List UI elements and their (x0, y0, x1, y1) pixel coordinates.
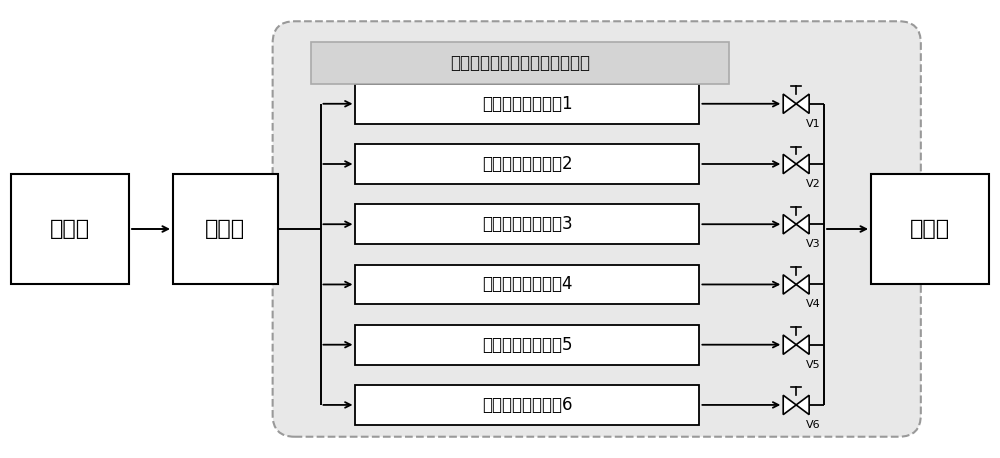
Polygon shape (783, 214, 796, 234)
Polygon shape (783, 335, 796, 354)
Polygon shape (783, 154, 796, 174)
Bar (11, 174, 129, 284)
Bar (355, 325, 699, 365)
Text: V3: V3 (806, 239, 820, 249)
Polygon shape (796, 214, 809, 234)
Polygon shape (783, 275, 796, 294)
Text: 分流器: 分流器 (205, 219, 245, 239)
Text: V5: V5 (806, 360, 820, 370)
Polygon shape (796, 335, 809, 354)
Bar (355, 204, 699, 244)
Text: V2: V2 (806, 179, 821, 189)
Polygon shape (796, 275, 809, 294)
Bar (871, 174, 989, 284)
Text: V4: V4 (806, 300, 821, 309)
Text: 管式反应器并联管6: 管式反应器并联管6 (482, 396, 573, 414)
Text: 管式反应器并联管5: 管式反应器并联管5 (482, 336, 573, 354)
Polygon shape (796, 154, 809, 174)
Polygon shape (783, 94, 796, 114)
Text: 管式反应器并联管4: 管式反应器并联管4 (482, 275, 573, 294)
Text: 混合器: 混合器 (50, 219, 90, 239)
Bar (311, 42, 729, 84)
FancyBboxPatch shape (273, 21, 921, 437)
Bar (355, 385, 699, 425)
Bar (355, 265, 699, 304)
Polygon shape (796, 395, 809, 414)
Text: 管式反应器并联管1: 管式反应器并联管1 (482, 95, 573, 113)
Text: 冷却器: 冷却器 (910, 219, 950, 239)
Text: V6: V6 (806, 420, 820, 430)
Text: V1: V1 (806, 119, 820, 129)
Text: 管式反应器并联管2: 管式反应器并联管2 (482, 155, 573, 173)
Bar (173, 174, 278, 284)
Bar (355, 84, 699, 124)
Bar (355, 144, 699, 184)
Polygon shape (796, 94, 809, 114)
Polygon shape (783, 395, 796, 414)
Text: 管式反应器并联管3: 管式反应器并联管3 (482, 215, 573, 233)
Text: 超声波作用区，位于高压釜内部: 超声波作用区，位于高压釜内部 (450, 54, 590, 72)
